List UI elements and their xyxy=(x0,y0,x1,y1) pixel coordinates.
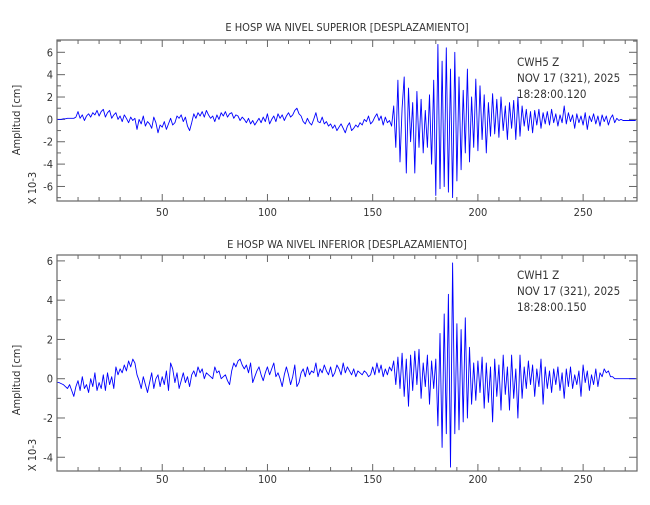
y-scale-label: X 10-3 xyxy=(26,439,39,471)
axis-ticks xyxy=(57,255,637,471)
y-tick-label: -4 xyxy=(43,451,53,464)
plot-frame xyxy=(56,254,638,472)
chart-title: E HOSP WA NIVEL SUPERIOR [DESPLAZAMIENTO… xyxy=(225,21,468,34)
y-tick-label: 2 xyxy=(47,333,53,346)
y-tick-label: 2 xyxy=(47,91,53,104)
chart-panel-2: E HOSP WA NIVEL INFERIOR [DESPLAZAMIENTO… xyxy=(10,238,638,486)
y-tick-label: -2 xyxy=(43,136,53,149)
x-tick-label: 100 xyxy=(258,206,277,219)
waveform-line xyxy=(57,262,636,468)
y-tick-label: 6 xyxy=(47,46,53,59)
axis-ticks xyxy=(57,40,637,201)
x-tick-label: 250 xyxy=(574,473,593,486)
x-tick-label: 250 xyxy=(574,206,593,219)
y-axis-label: Amplitud [cm] xyxy=(10,85,23,156)
x-tick-label: 200 xyxy=(468,206,487,219)
x-tick-label: 50 xyxy=(156,206,169,219)
station-annotation: NOV 17 (321), 2025 xyxy=(517,284,620,298)
y-tick-label: 4 xyxy=(47,294,53,307)
y-axis-label: Amplitud [cm] xyxy=(10,345,23,416)
x-tick-label: 100 xyxy=(258,473,277,486)
y-scale-label: X 10-3 xyxy=(26,172,39,204)
x-tick-label: 150 xyxy=(363,473,382,486)
y-tick-label: 6 xyxy=(47,255,53,268)
station-annotation: CWH5 Z xyxy=(517,55,559,69)
y-tick-label: 0 xyxy=(47,373,53,386)
y-tick-label: 4 xyxy=(47,69,53,82)
waveform-line xyxy=(57,44,636,199)
station-annotation: 18:28:00.150 xyxy=(517,300,587,314)
plot-frame xyxy=(56,39,638,202)
chart-title: E HOSP WA NIVEL INFERIOR [DESPLAZAMIENTO… xyxy=(227,238,467,251)
y-tick-label: -4 xyxy=(43,158,53,171)
x-tick-label: 200 xyxy=(468,473,487,486)
station-annotation: CWH1 Z xyxy=(517,268,559,282)
station-annotation: 18:28:00.120 xyxy=(517,87,587,101)
x-tick-label: 50 xyxy=(156,473,169,486)
x-tick-label: 150 xyxy=(363,206,382,219)
y-tick-label: -2 xyxy=(43,412,53,425)
y-tick-label: -6 xyxy=(43,180,53,193)
y-tick-label: 0 xyxy=(47,113,53,126)
chart-panel-1: E HOSP WA NIVEL SUPERIOR [DESPLAZAMIENTO… xyxy=(10,21,638,219)
station-annotation: NOV 17 (321), 2025 xyxy=(517,71,620,85)
